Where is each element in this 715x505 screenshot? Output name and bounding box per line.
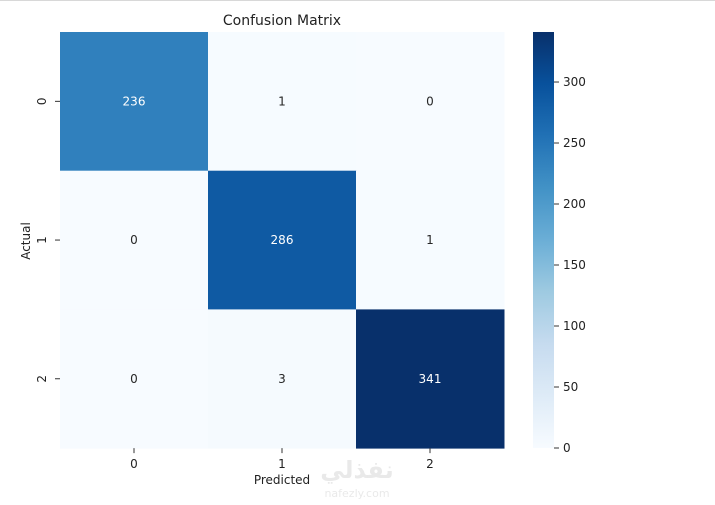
cell-value-2-2: 341 bbox=[419, 372, 442, 386]
top-divider bbox=[0, 0, 715, 1]
colorbar bbox=[533, 32, 554, 448]
y-tick-label: 2 bbox=[35, 375, 49, 383]
heatmap-cell-labels: 236 1 0 0 286 1 0 3 341 bbox=[123, 94, 442, 385]
cell-value-1-0: 0 bbox=[130, 233, 138, 247]
colorbar-tick-label: 250 bbox=[563, 136, 586, 150]
heatmap-cell-2-1 bbox=[208, 309, 357, 449]
y-tick-label: 0 bbox=[35, 98, 49, 106]
heatmap-cells bbox=[60, 32, 505, 449]
heatmap-cell-2-2 bbox=[356, 309, 505, 449]
x-tick-label: 1 bbox=[278, 457, 286, 471]
heatmap-cell-0-0 bbox=[60, 32, 209, 172]
watermark: نفذلي nafezly.com bbox=[320, 456, 393, 500]
cell-value-2-1: 3 bbox=[278, 372, 286, 386]
x-axis-label: Predicted bbox=[254, 473, 310, 487]
heatmap-cell-0-1 bbox=[208, 32, 357, 172]
colorbar-tick-label: 0 bbox=[563, 441, 571, 455]
heatmap-cell-1-0 bbox=[60, 170, 209, 310]
cell-value-0-1: 1 bbox=[278, 94, 286, 108]
y-axis: 0 1 2 bbox=[35, 98, 60, 383]
heatmap-cell-1-1 bbox=[208, 170, 357, 310]
heatmap-cell-2-0 bbox=[60, 309, 209, 449]
cell-value-1-2: 1 bbox=[426, 233, 434, 247]
cell-value-0-2: 0 bbox=[426, 94, 434, 108]
colorbar-tick-label: 200 bbox=[563, 197, 586, 211]
y-tick-label: 1 bbox=[35, 236, 49, 244]
cell-value-1-1: 286 bbox=[271, 233, 294, 247]
y-axis-label: Actual bbox=[19, 222, 33, 260]
watermark-arabic: نفذلي bbox=[320, 456, 393, 484]
colorbar-tick-label: 150 bbox=[563, 258, 586, 272]
heatmap-cell-1-2 bbox=[356, 170, 505, 310]
x-tick-label: 0 bbox=[130, 457, 138, 471]
cell-value-0-0: 236 bbox=[123, 94, 146, 108]
watermark-domain: nafezly.com bbox=[324, 487, 389, 500]
cell-value-2-0: 0 bbox=[130, 372, 138, 386]
colorbar-tick-label: 50 bbox=[563, 380, 578, 394]
colorbar-tick-label: 300 bbox=[563, 75, 586, 89]
chart-title: Confusion Matrix bbox=[223, 13, 341, 29]
colorbar-tick-label: 100 bbox=[563, 319, 586, 333]
x-axis: 0 1 2 bbox=[130, 448, 434, 471]
heatmap-cell-0-2 bbox=[356, 32, 505, 172]
x-tick-label: 2 bbox=[426, 457, 434, 471]
colorbar-ticks: 0 50 100 150 200 250 300 bbox=[554, 75, 586, 455]
